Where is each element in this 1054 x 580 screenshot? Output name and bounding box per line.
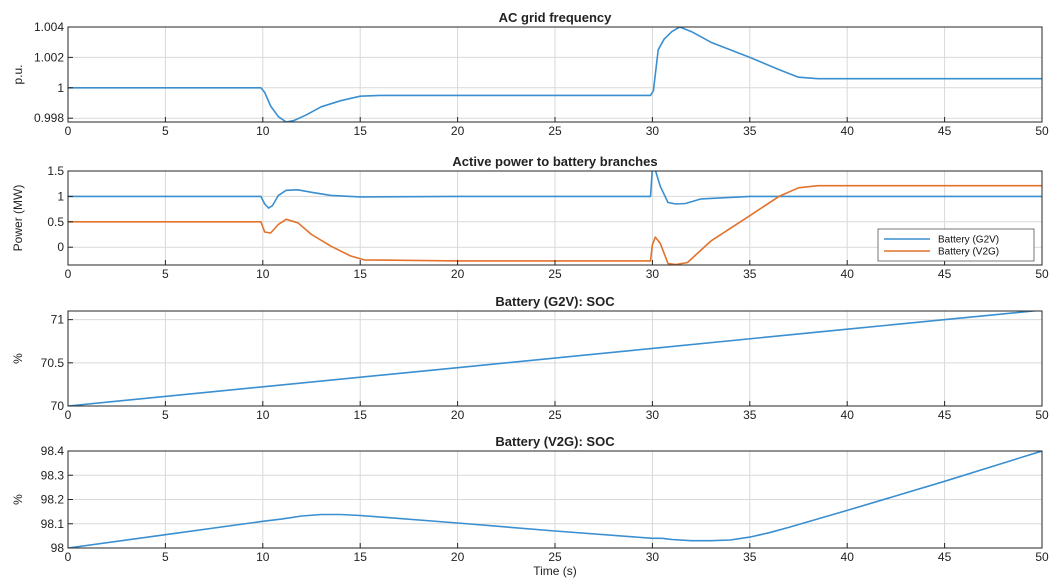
- x-tick-label: 20: [451, 124, 465, 138]
- x-tick-label: 35: [743, 267, 757, 281]
- chart-title: Active power to battery branches: [452, 154, 657, 169]
- y-tick-label: 1.004: [34, 20, 64, 34]
- y-tick-label: 70: [51, 399, 65, 413]
- x-tick-label: 45: [938, 124, 952, 138]
- y-tick-label: 98.2: [41, 493, 65, 507]
- y-axis-label: %: [11, 353, 25, 364]
- x-tick-label: 0: [65, 267, 72, 281]
- legend-entry-label: Battery (G2V): [938, 235, 999, 246]
- chart-panel-4: 0 5 10 15 20 25 30 35 40 45 50 98 98.1 98.2 98.3 98.4 Ba…: [11, 434, 1049, 564]
- x-tick-label: 35: [743, 408, 757, 422]
- y-tick-label: 0.5: [47, 215, 64, 229]
- x-tick-label: 25: [548, 408, 562, 422]
- y-tick-label: 98: [51, 541, 65, 555]
- x-tick-label: 50: [1035, 550, 1049, 564]
- legend-box: [877, 228, 1035, 262]
- x-tick-label: 40: [841, 267, 855, 281]
- x-tick-label: 20: [451, 267, 465, 281]
- series-line-battery-g2v: [68, 171, 1042, 209]
- x-tick-label: 15: [354, 124, 368, 138]
- y-tick-label: 70.5: [41, 356, 65, 370]
- x-tick-label: 50: [1035, 267, 1049, 281]
- series-line-panel3-0: [68, 311, 1042, 406]
- x-tick-label: 25: [548, 550, 562, 564]
- x-tick-label: 15: [354, 550, 368, 564]
- legend-entry-label: Battery (V2G): [938, 247, 999, 258]
- y-tick-label: 0: [57, 240, 64, 254]
- chart-panel-2: 0 5 10 15 20 25 30 35 40 45 50 0 0.5 1 1.5 Active power…: [11, 154, 1049, 281]
- y-tick-label: 1: [57, 189, 64, 203]
- series-line-panel1-0: [68, 27, 1042, 122]
- x-tick-label: 10: [256, 550, 270, 564]
- x-tick-label: 35: [743, 124, 757, 138]
- x-tick-label: 5: [162, 408, 169, 422]
- x-tick-label: 30: [646, 408, 660, 422]
- series-line-battery-v2g: [68, 184, 1042, 265]
- series-line-panel4-0: [68, 451, 1042, 548]
- x-tick-label: 10: [256, 267, 270, 281]
- chart-title: Battery (G2V): SOC: [495, 294, 615, 309]
- x-tick-label: 40: [841, 408, 855, 422]
- y-axis-label: Power (MW): [11, 185, 25, 252]
- x-tick-label: 30: [646, 124, 660, 138]
- y-tick-label: 98.4: [41, 444, 65, 458]
- x-tick-label: 20: [451, 408, 465, 422]
- chart-panel-1: 0 5 10 15 20 25 30 35 40 45 50 0.998 1 1.002 1.004 AC g…: [11, 10, 1049, 138]
- x-tick-label: 15: [354, 408, 368, 422]
- y-tick-label: 1: [57, 81, 64, 95]
- y-axis-label: %: [11, 494, 25, 505]
- x-tick-label: 40: [841, 550, 855, 564]
- x-tick-label: 50: [1035, 408, 1049, 422]
- x-tick-label: 5: [162, 550, 169, 564]
- y-tick-label: 98.3: [41, 468, 65, 482]
- x-tick-label: 40: [841, 124, 855, 138]
- x-tick-label: 45: [938, 550, 952, 564]
- x-tick-label: 30: [646, 550, 660, 564]
- x-tick-label: 0: [65, 124, 72, 138]
- x-tick-label: 5: [162, 267, 169, 281]
- chart-panel-3: 0 5 10 15 20 25 30 35 40 45 50 70 70.5 71 Battery (G2V…: [11, 294, 1049, 422]
- chart-title: AC grid frequency: [499, 10, 612, 25]
- x-tick-label: 25: [548, 267, 562, 281]
- x-tick-label: 15: [354, 267, 368, 281]
- y-axis-label: p.u.: [11, 64, 25, 84]
- x-tick-label: 50: [1035, 124, 1049, 138]
- x-tick-label: 45: [938, 408, 952, 422]
- y-tick-label: 1.5: [47, 164, 64, 178]
- x-tick-label: 10: [256, 124, 270, 138]
- x-axis-label: Time (s): [533, 564, 577, 578]
- y-tick-label: 0.998: [34, 111, 64, 125]
- x-tick-label: 45: [938, 267, 952, 281]
- x-tick-label: 10: [256, 408, 270, 422]
- x-tick-label: 0: [65, 550, 72, 564]
- x-tick-label: 5: [162, 124, 169, 138]
- x-tick-label: 25: [548, 124, 562, 138]
- chart-title: Battery (V2G): SOC: [495, 434, 615, 449]
- x-tick-label: 30: [646, 267, 660, 281]
- y-tick-label: 71: [51, 313, 65, 327]
- legend: Battery (G2V)Battery (V2G): [877, 228, 1035, 262]
- y-tick-label: 98.1: [41, 517, 65, 531]
- y-tick-label: 1.002: [34, 50, 64, 64]
- x-tick-label: 0: [65, 408, 72, 422]
- x-tick-label: 20: [451, 550, 465, 564]
- x-tick-label: 35: [743, 550, 757, 564]
